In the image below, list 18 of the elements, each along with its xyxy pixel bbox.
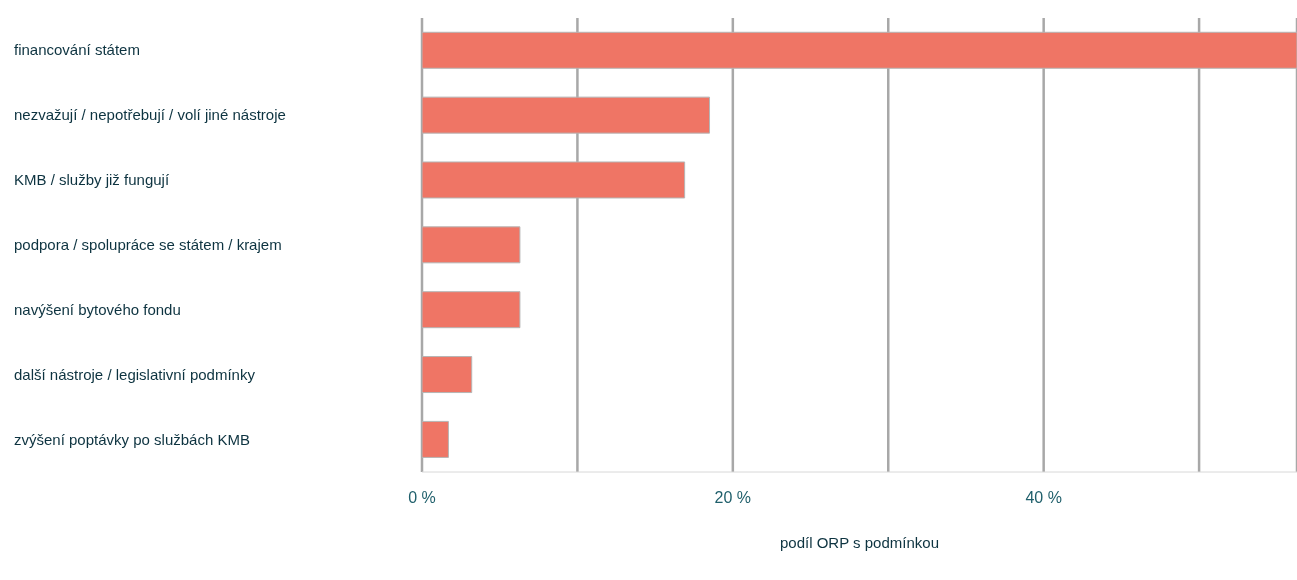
bar <box>422 161 686 199</box>
y-tick-label: zvýšení poptávky po službách KMB <box>14 430 250 448</box>
y-tick-label: podpora / spolupráce se státem / krajem <box>14 236 282 253</box>
x-tick-label: 0 % <box>408 489 436 507</box>
bar <box>422 291 521 329</box>
x-axis-title: podíl ORP s podmínkou <box>780 534 939 551</box>
bar <box>422 96 711 134</box>
y-tick-label: KMB / služby již fungují <box>14 171 170 189</box>
y-tick-label: navýšení bytového fondu <box>14 300 181 318</box>
bar <box>422 31 1297 69</box>
bar <box>422 226 521 264</box>
y-tick-label: nezvažují / nepotřebují / volí jiné nástroje <box>14 106 286 124</box>
bar <box>422 420 449 458</box>
bar <box>422 356 473 394</box>
y-tick-label: další nástroje / legislativní podmínky <box>14 365 256 383</box>
x-tick-label: 20 % <box>714 489 752 507</box>
y-tick-label: financování státem <box>14 41 140 59</box>
x-tick-label: 40 % <box>1025 489 1062 507</box>
